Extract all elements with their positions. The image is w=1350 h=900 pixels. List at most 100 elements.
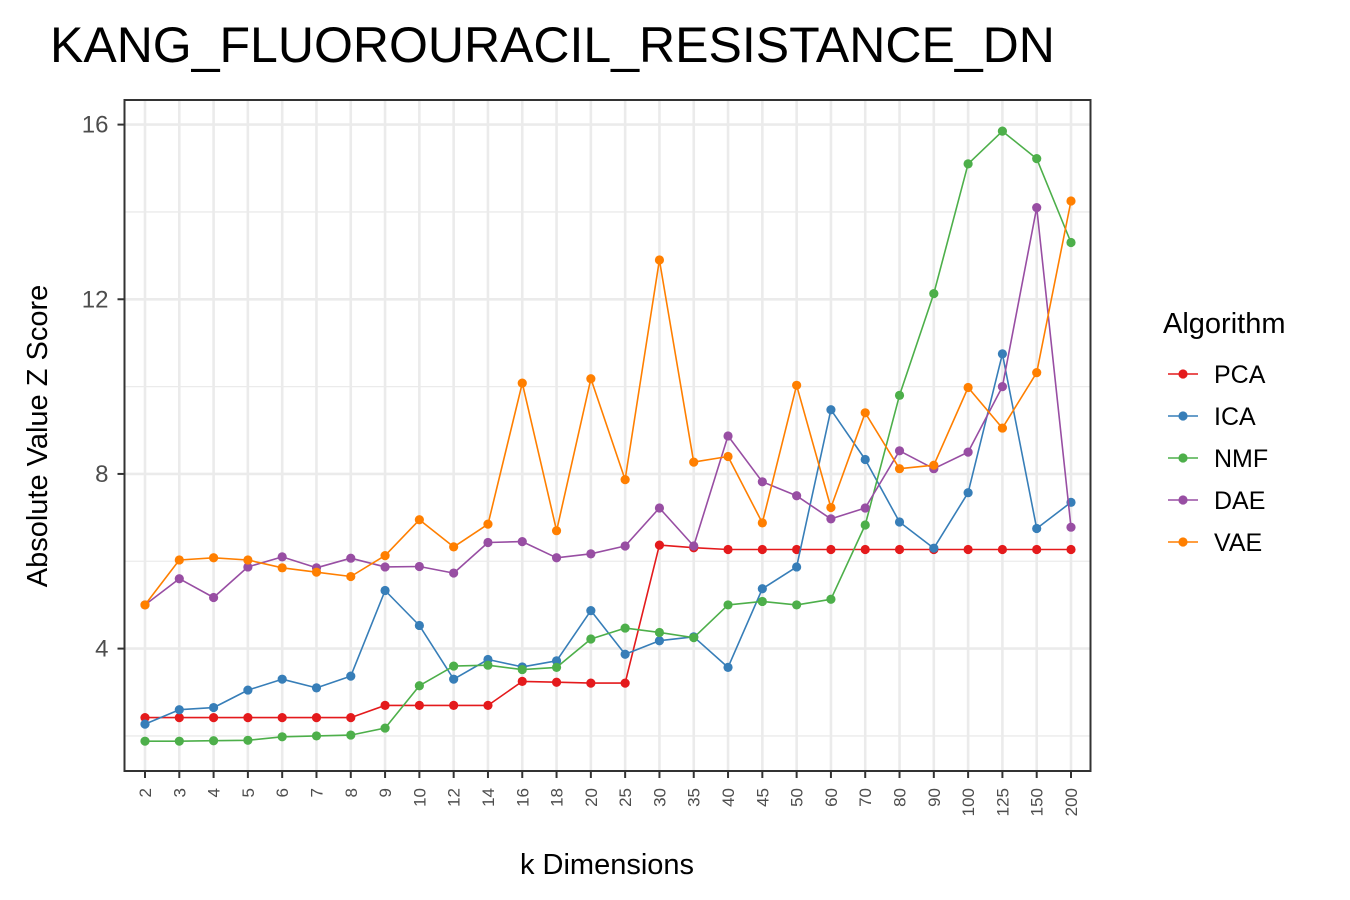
data-point-pca: [414, 700, 424, 710]
data-point-vae: [277, 563, 287, 573]
x-tick-label: 125: [993, 788, 1012, 816]
data-point-vae: [551, 526, 562, 536]
series-line-nmf: [145, 130, 1072, 743]
data-point-dae: [346, 553, 356, 563]
series-layer: [140, 126, 1076, 746]
data-point-pca: [792, 544, 802, 555]
x-tick-label: 7: [307, 788, 326, 797]
data-point-vae: [654, 255, 665, 265]
data-point-dae: [723, 431, 733, 441]
data-point-vae: [311, 567, 322, 577]
data-point-vae: [757, 518, 767, 528]
data-point-pca: [826, 544, 836, 555]
data-point-pca: [894, 544, 905, 555]
data-point-nmf: [894, 390, 905, 400]
data-point-vae: [723, 451, 733, 462]
x-tick-label: 70: [856, 788, 875, 807]
data-point-vae: [483, 519, 493, 529]
data-point-pca: [654, 540, 665, 550]
data-point-ica: [414, 620, 424, 631]
data-point-vae: [894, 464, 905, 474]
legend-item-pca: PCA: [1168, 361, 1266, 389]
data-point-ica: [449, 674, 459, 684]
data-point-pca: [449, 700, 459, 710]
data-point-pca: [1066, 544, 1076, 555]
data-point-dae: [757, 477, 767, 487]
data-point-nmf: [311, 731, 322, 741]
y-axis: 4 8 12 16: [82, 112, 125, 663]
data-point-nmf: [586, 634, 596, 644]
data-point-dae: [208, 592, 219, 603]
data-point-ica: [243, 685, 253, 695]
data-point-nmf: [140, 736, 150, 746]
data-point-vae: [208, 553, 219, 563]
x-tick-label: 5: [239, 788, 258, 797]
data-point-dae: [449, 568, 459, 578]
data-point-pca: [483, 700, 493, 710]
data-point-dae: [483, 537, 493, 548]
data-point-dae: [689, 541, 699, 551]
data-point-nmf: [243, 735, 253, 745]
legend-key-point: [1178, 537, 1188, 547]
legend-label: VAE: [1214, 529, 1262, 557]
data-point-nmf: [997, 126, 1008, 136]
x-tick-label: 16: [513, 788, 532, 807]
data-point-dae: [792, 491, 802, 501]
y-tick-label: 8: [95, 461, 108, 488]
x-tick-label: 100: [959, 788, 978, 816]
x-tick-label: 9: [376, 788, 395, 797]
data-point-nmf: [723, 600, 733, 610]
data-point-nmf: [551, 662, 562, 672]
x-tick-label: 45: [753, 788, 772, 807]
data-point-dae: [174, 574, 184, 584]
data-point-nmf: [208, 736, 219, 746]
data-point-ica: [757, 584, 767, 594]
x-tick-label: 4: [205, 788, 224, 797]
data-point-dae: [997, 382, 1008, 392]
x-tick-label: 12: [445, 788, 464, 807]
chart-title: KANG_FLUOROURACIL_RESISTANCE_DN: [50, 17, 1055, 73]
data-point-vae: [997, 423, 1008, 433]
x-axis-title: k Dimensions: [520, 849, 694, 881]
series-line-vae: [144, 200, 1072, 606]
series-line-dae: [144, 206, 1072, 606]
data-point-nmf: [757, 596, 767, 607]
data-point-nmf: [1066, 237, 1076, 248]
data-point-pca: [140, 712, 150, 723]
data-point-dae: [551, 553, 562, 563]
data-point-ica: [826, 405, 836, 415]
series-vae: [140, 196, 1076, 610]
data-point-vae: [140, 600, 150, 610]
data-point-vae: [517, 378, 527, 388]
data-point-nmf: [277, 732, 287, 742]
data-point-nmf: [380, 723, 390, 733]
data-point-ica: [208, 702, 219, 713]
y-tick-label: 12: [82, 286, 109, 313]
data-point-ica: [174, 705, 184, 715]
data-point-vae: [380, 550, 390, 561]
series-dae: [140, 202, 1076, 610]
data-point-dae: [963, 447, 973, 457]
legend-label: NMF: [1214, 445, 1268, 473]
data-point-ica: [792, 562, 802, 572]
data-point-ica: [963, 488, 973, 498]
data-point-vae: [1032, 368, 1042, 378]
data-point-pca: [517, 676, 527, 686]
data-point-pca: [346, 712, 356, 723]
data-point-pca: [1032, 544, 1042, 555]
data-point-pca: [243, 712, 253, 723]
data-point-vae: [1066, 196, 1076, 206]
grid: [124, 100, 1091, 771]
data-point-nmf: [1032, 154, 1042, 164]
legend-key-point: [1178, 411, 1188, 421]
data-point-dae: [620, 541, 630, 551]
legend-key-point: [1178, 369, 1188, 379]
legend-item-vae: VAE: [1168, 529, 1262, 557]
data-point-vae: [689, 457, 699, 467]
legend: Algorithm PCA ICA NMF DAE VAE: [1163, 308, 1286, 557]
data-point-ica: [620, 649, 630, 659]
data-point-pca: [311, 712, 322, 723]
x-tick-label: 80: [891, 788, 910, 807]
data-point-nmf: [449, 661, 459, 671]
